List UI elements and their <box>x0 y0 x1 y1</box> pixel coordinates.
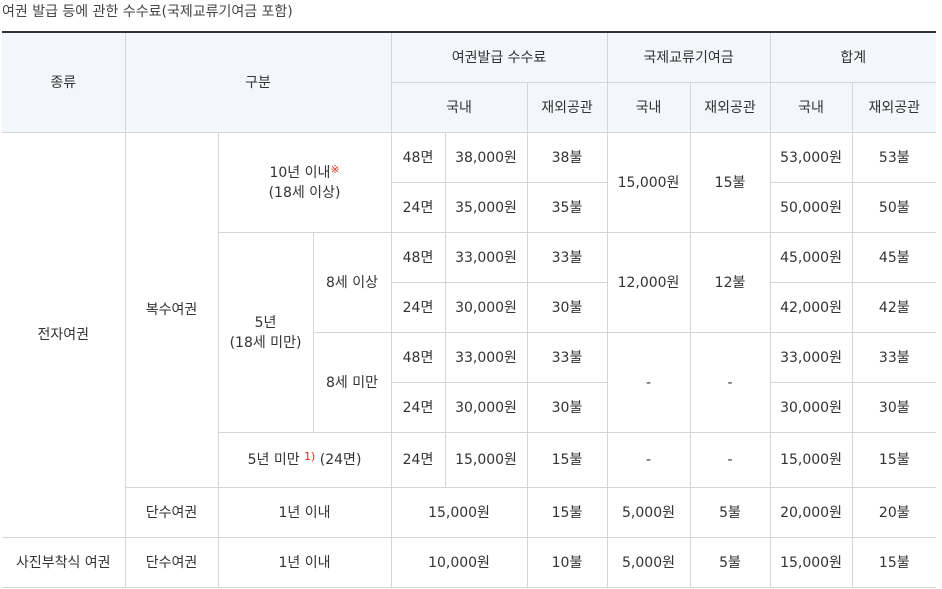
age-8-under: 8세 미만 <box>313 332 392 433</box>
fee-domestic-cell: 30,000원 <box>444 282 528 333</box>
total-domestic-cell: 42,000원 <box>769 282 853 333</box>
total-abroad-cell: 30불 <box>851 382 937 433</box>
fee-abroad-cell: 30불 <box>526 282 608 333</box>
total-abroad-cell: 53불 <box>851 132 937 183</box>
footnote-mark: 1) <box>304 450 316 463</box>
pages-cell: 48면 <box>390 232 446 283</box>
header-issue-domestic: 국내 <box>391 82 528 133</box>
fee-abroad-cell: 15불 <box>526 487 608 538</box>
fee-abroad-cell: 33불 <box>526 332 608 383</box>
fee-domestic-cell: 15,000원 <box>444 432 528 488</box>
validity-1-year: 1년 이내 <box>217 487 392 538</box>
total-domestic-cell: 15,000원 <box>769 432 853 488</box>
table-row: 전자여권 복수여권 10년 이내※ (18세 이상) 48면 38,000원 3… <box>2 132 937 538</box>
total-abroad-cell: 42불 <box>851 282 937 333</box>
contrib-domestic-cell: - <box>606 332 691 433</box>
header-contribution: 국제교류기여금 <box>606 31 771 83</box>
contrib-domestic-cell: 5,000원 <box>606 487 691 538</box>
contrib-abroad-cell: 5불 <box>689 537 771 588</box>
single-passport: 단수여권 <box>124 537 219 588</box>
fee-abroad-cell: 38불 <box>526 132 608 183</box>
type-photo-attached: 사진부착식 여권 <box>2 537 126 588</box>
header-contribution-domestic: 국내 <box>606 82 691 133</box>
validity-5-years-label: 5년 <box>254 314 277 331</box>
contrib-abroad-cell: 5불 <box>689 487 771 538</box>
pages-cell: 24면 <box>391 382 446 433</box>
validity-5-years-age: (18세 미만) <box>229 334 302 351</box>
total-domestic-cell: 33,000원 <box>769 332 853 383</box>
passport-fee-table: 종류 구분 여권발급 수수료 국제교류기여금 합계 국내 재외공관 국내 재외공… <box>2 31 937 588</box>
total-domestic-cell: 50,000원 <box>769 182 853 233</box>
fee-domestic-cell: 38,000원 <box>444 132 528 183</box>
header-division: 구분 <box>124 31 392 133</box>
total-abroad-cell: 15불 <box>851 537 937 588</box>
single-passport: 단수여권 <box>125 487 219 538</box>
fee-abroad-cell: 35불 <box>526 182 608 233</box>
validity-10-years: 10년 이내※ (18세 이상) <box>217 132 392 233</box>
total-domestic-cell: 45,000원 <box>769 232 853 283</box>
validity-10-years-age: (18세 이상) <box>268 184 341 201</box>
contrib-abroad-cell: 12불 <box>689 232 771 333</box>
fee-domestic-cell: 10,000원 <box>390 537 528 588</box>
contrib-domestic-cell: 15,000원 <box>606 132 691 233</box>
note-mark: ※ <box>330 162 340 176</box>
contrib-domestic-cell: 5,000원 <box>606 537 691 588</box>
validity-10-years-label: 10년 이내 <box>269 164 331 181</box>
age-8-over: 8세 이상 <box>312 232 392 333</box>
table-row: 5년 (18세 미만) 8세 이상 48면 33,000원 33불 12,000… <box>2 232 937 433</box>
contrib-domestic-cell: - <box>606 432 691 488</box>
total-domestic-cell: 15,000원 <box>769 537 853 588</box>
header-total-domestic: 국내 <box>769 82 853 133</box>
fee-abroad-cell: 30불 <box>526 382 608 433</box>
total-abroad-cell: 33불 <box>851 332 937 383</box>
pages-cell: 48면 <box>390 132 446 183</box>
total-domestic-cell: 30,000원 <box>769 382 853 433</box>
fee-domestic-cell: 15,000원 <box>390 487 528 538</box>
pages-cell: 24면 <box>391 182 446 233</box>
table-row: 8세 미만 48면 33,000원 33불 - - 33,000원 33불 <box>2 332 937 433</box>
header-total-abroad: 재외공관 <box>851 82 937 133</box>
header-total: 합계 <box>769 31 937 83</box>
fee-domestic-cell: 35,000원 <box>444 182 528 233</box>
header-issue-fee: 여권발급 수수료 <box>390 31 608 83</box>
fee-abroad-cell: 15불 <box>526 432 608 488</box>
pages-cell: 24면 <box>390 432 446 488</box>
table-caption: 여권 발급 등에 관한 수수료(국제교류기여금 포함) <box>2 4 293 20</box>
type-electronic: 전자여권 <box>2 132 126 538</box>
fee-abroad-cell: 33불 <box>526 232 608 283</box>
table-row: 사진부착식 여권 단수여권 1년 이내 10,000원 10불 5,000원 5… <box>2 537 937 588</box>
total-domestic-cell: 20,000원 <box>769 487 853 538</box>
contrib-abroad-cell: - <box>689 432 771 488</box>
validity-1-year: 1년 이내 <box>217 537 392 588</box>
total-abroad-cell: 15불 <box>851 432 937 488</box>
validity-under-5-years: 5년 미만 1) (24면) <box>218 432 392 488</box>
table-row: 단수여권 1년 이내 15,000원 15불 5,000원 5불 20,000원… <box>2 487 937 538</box>
validity-5-years: 5년 (18세 미만) <box>218 232 314 433</box>
total-abroad-cell: 50불 <box>851 182 937 233</box>
fee-domestic-cell: 33,000원 <box>444 232 528 283</box>
contrib-abroad-cell: 15불 <box>689 132 771 233</box>
fee-domestic-cell: 30,000원 <box>444 382 528 433</box>
table-row: 5년 미만 1) (24면) 24면 15,000원 15불 - - 15,00… <box>2 432 937 488</box>
total-abroad-cell: 45불 <box>851 232 937 283</box>
validity-under-5-pages: (24면) <box>319 452 362 468</box>
contrib-domestic-cell: 12,000원 <box>606 232 691 333</box>
total-abroad-cell: 20불 <box>851 487 937 538</box>
total-domestic-cell: 53,000원 <box>769 132 853 183</box>
header-type: 종류 <box>2 31 126 133</box>
header-issue-abroad: 재외공관 <box>526 82 608 133</box>
multiple-passport: 복수여권 <box>124 132 219 488</box>
pages-cell: 48면 <box>390 332 446 383</box>
fee-abroad-cell: 10불 <box>526 537 608 588</box>
header-contribution-abroad: 재외공관 <box>689 82 771 133</box>
table-row: 24면 30,000원 30불 42,000원 42불 <box>2 282 937 333</box>
contrib-abroad-cell: - <box>689 332 771 433</box>
pages-cell: 24면 <box>391 282 446 333</box>
fee-domestic-cell: 33,000원 <box>444 332 528 383</box>
validity-under-5-label: 5년 미만 <box>247 452 300 468</box>
